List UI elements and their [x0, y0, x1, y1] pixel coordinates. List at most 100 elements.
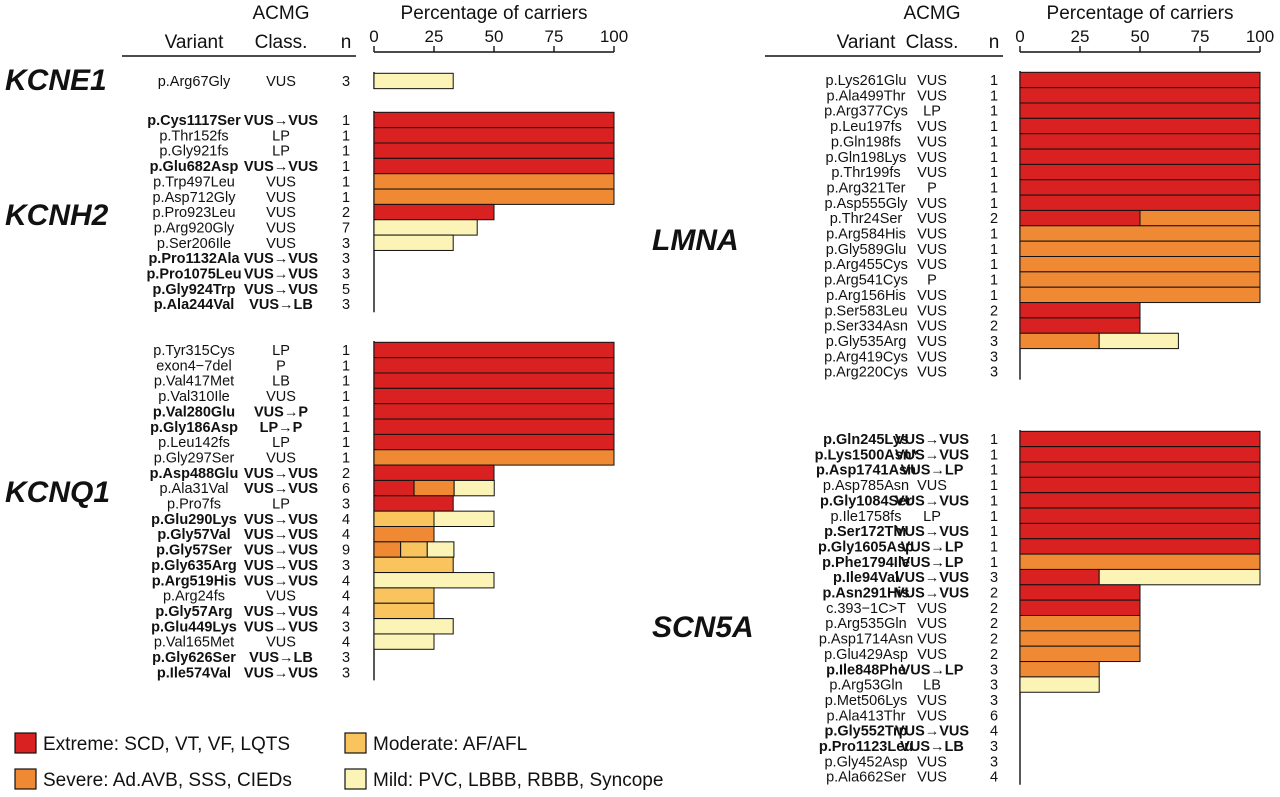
acmg-class-label: LP→P — [260, 420, 303, 436]
n-count-label: 1 — [990, 463, 998, 479]
variant-label: p.Arg377Cys — [824, 104, 908, 120]
bar-segment-extreme — [1019, 507, 1261, 524]
bar-segment-moderate — [400, 541, 428, 558]
bar-segment-mild — [433, 510, 495, 527]
n-count-label: 1 — [990, 196, 998, 212]
n-count-label: 1 — [990, 539, 998, 555]
n-count-label: 2 — [990, 616, 998, 632]
x-tick-label: 25 — [1071, 27, 1090, 46]
n-count-label: 5 — [342, 282, 350, 298]
bar-segment-extreme — [373, 357, 615, 374]
variant-label: p.Gly57Val — [157, 527, 230, 543]
n-count-label: 1 — [990, 478, 998, 494]
x-tick-label: 0 — [1015, 27, 1024, 46]
variant-label: p.Ser583Leu — [824, 303, 907, 319]
acmg-class-label: VUS→VUS — [895, 447, 969, 463]
n-count-label: 3 — [342, 251, 350, 267]
bar-segment-extreme — [1019, 430, 1261, 448]
n-count-label: 4 — [990, 770, 998, 786]
bar-segment-severe — [373, 541, 402, 558]
n-count-label: 1 — [990, 447, 998, 463]
bar-segment-extreme — [1019, 194, 1261, 211]
acmg-class-label: VUS→VUS — [244, 543, 318, 559]
acmg-class-label: VUS — [917, 88, 947, 104]
variant-label: p.Gly57Ser — [156, 543, 232, 559]
bar-segment-severe — [373, 188, 615, 205]
n-count-label: 3 — [342, 236, 350, 252]
acmg-class-label: VUS — [917, 632, 947, 648]
variant-label: p.Thr199fs — [831, 165, 900, 181]
variant-label: p.Tyr315Cys — [153, 343, 234, 359]
variant-label: p.Lys1500Asn* — [815, 447, 918, 463]
variant-label: p.Gly1084Ser — [820, 493, 912, 509]
acmg-class-label: VUS→LB — [900, 739, 964, 755]
legend-label-mild: Mild: PVC, LBBB, RBBB, Syncope — [373, 770, 663, 791]
acmg-class-label: VUS→VUS — [895, 493, 969, 509]
acmg-class-label: VUS — [917, 365, 947, 381]
acmg-class-label: VUS→VUS — [244, 113, 318, 129]
acmg-class-label: VUS→LP — [901, 662, 964, 678]
bar-segment-severe — [373, 449, 615, 466]
acmg-class-label: LP — [272, 128, 290, 144]
acmg-class-label: P — [276, 358, 286, 374]
acmg-class-label: VUS — [266, 205, 296, 221]
variant-label: exon4−7del — [156, 358, 231, 374]
x-tick-label: 50 — [485, 27, 504, 46]
n-count-label: 3 — [990, 349, 998, 365]
x-tick-label: 0 — [369, 27, 378, 46]
variant-label: p.Arg541Cys — [824, 273, 908, 289]
variant-header: Variant — [165, 32, 225, 53]
n-count-label: 1 — [990, 288, 998, 304]
n-count-label: 2 — [990, 211, 998, 227]
variant-label: p.Pro1075Leu — [146, 267, 241, 283]
variant-label: p.Asp555Gly — [824, 196, 908, 212]
bar-segment-mild — [1098, 332, 1179, 350]
bar-segment-extreme — [1019, 522, 1261, 540]
variant-label: p.Cys1117Ser — [147, 113, 241, 129]
bar-segment-severe — [1019, 225, 1261, 242]
bar-segment-mild — [373, 234, 454, 251]
n-count-label: 1 — [990, 432, 998, 448]
acmg-class-label: VUS — [266, 190, 296, 206]
bar-segment-severe — [1019, 630, 1141, 647]
n-count-label: 4 — [342, 573, 350, 589]
variant-label: p.Arg24fs — [163, 589, 225, 605]
acmg-class-label: VUS — [917, 770, 947, 786]
n-count-label: 2 — [342, 466, 350, 482]
bar-segment-severe — [413, 479, 455, 497]
bar-segment-severe — [1019, 332, 1100, 350]
bar-segment-extreme — [373, 387, 615, 405]
acmg-class-label: VUS→VUS — [244, 282, 318, 298]
n-count-label: 3 — [342, 74, 350, 90]
n-count-label: 2 — [990, 303, 998, 319]
n-count-label: 1 — [342, 113, 350, 129]
variant-header: Variant — [837, 32, 897, 53]
bar-segment-moderate — [373, 556, 454, 574]
variant-label: p.Lys261Glu — [826, 73, 907, 89]
acmg-class-label: VUS→LP — [901, 555, 964, 571]
n-count-label: 3 — [342, 619, 350, 635]
acmg-class-label: VUS→VUS — [244, 527, 318, 543]
n-count-label: 3 — [342, 558, 350, 574]
acmg-header: ACMG — [253, 3, 310, 24]
n-count-label: 3 — [990, 693, 998, 709]
acmg-class-label: LB — [272, 374, 290, 390]
n-count-label: 4 — [342, 527, 350, 543]
n-header: n — [989, 32, 1000, 53]
bar-segment-mild — [453, 479, 495, 497]
variant-label: p.Gly589Glu — [826, 242, 907, 258]
acmg-class-label: VUS→LB — [249, 650, 313, 666]
acmg-class-label: VUS — [917, 693, 947, 709]
acmg-class-label: VUS — [266, 236, 296, 252]
variant-label: p.Trp497Leu — [153, 174, 235, 190]
variant-label: p.Arg519His — [152, 573, 237, 589]
variant-label: p.Gln245Lys — [823, 432, 909, 448]
acmg-class-label: LP — [272, 343, 290, 359]
n-header: n — [341, 32, 352, 53]
bar-segment-severe — [1019, 615, 1141, 632]
bar-segment-extreme — [373, 111, 615, 129]
legend-swatch-moderate — [344, 732, 367, 754]
acmg-class-label: LP — [272, 497, 290, 513]
n-count-label: 1 — [990, 227, 998, 243]
n-count-label: 3 — [342, 497, 350, 513]
